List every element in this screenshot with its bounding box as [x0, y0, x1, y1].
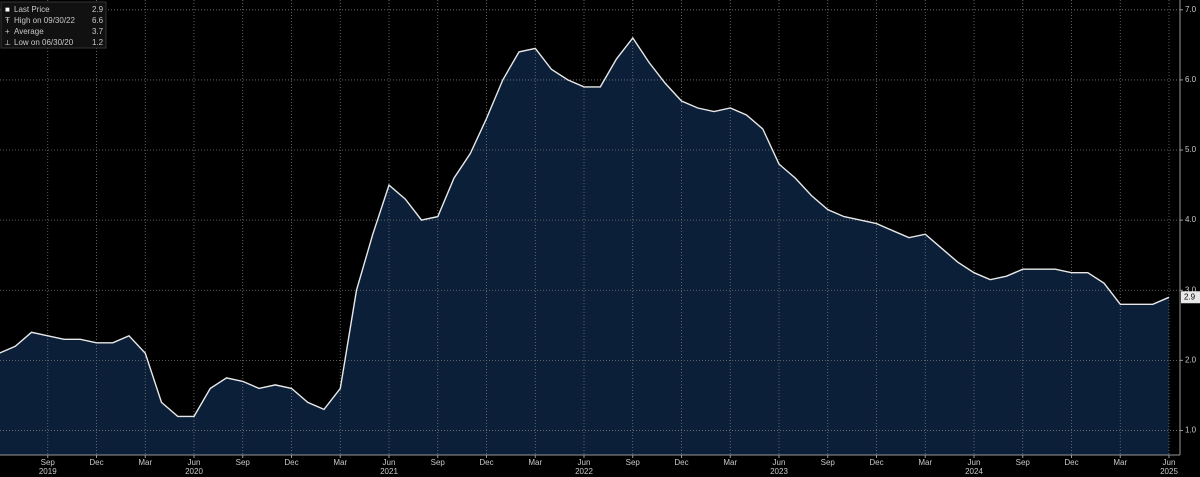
x-tick-label: Mar — [333, 458, 347, 467]
legend-label: Low on 06/30/20 — [14, 38, 74, 47]
y-tick-label: 7.0 — [1185, 5, 1197, 14]
x-tick-label: Jun — [383, 458, 396, 467]
x-tick-label: Mar — [528, 458, 542, 467]
y-tick-label: 5.0 — [1185, 145, 1197, 154]
x-tick-label: Mar — [1113, 458, 1127, 467]
x-tick-label: Mar — [918, 458, 932, 467]
legend-box — [0, 1, 107, 49]
x-tick-label: Sep — [626, 458, 641, 467]
legend-value: 6.6 — [92, 16, 104, 25]
legend-symbol: + — [5, 27, 10, 36]
legend-label: Last Price — [14, 5, 50, 14]
year-label: 2025 — [1160, 467, 1178, 476]
year-label: 2022 — [575, 467, 593, 476]
x-tick-label: Sep — [236, 458, 251, 467]
x-tick-label: Dec — [674, 458, 688, 467]
x-tick-label: Jun — [188, 458, 201, 467]
x-tick-label: Jun — [578, 458, 591, 467]
y-tick-label: 4.0 — [1185, 215, 1197, 224]
x-tick-label: Sep — [41, 458, 56, 467]
x-tick-label: Jun — [1163, 458, 1176, 467]
year-label: 2020 — [185, 467, 203, 476]
legend-value: 3.7 — [92, 27, 104, 36]
x-tick-label: Mar — [723, 458, 737, 467]
last-price-tag — [1181, 291, 1200, 304]
year-label: 2019 — [39, 467, 57, 476]
x-tick-label: Sep — [821, 458, 836, 467]
x-tick-label: Jun — [968, 458, 981, 467]
legend-symbol: Ŧ — [5, 16, 10, 25]
x-tick-label: Sep — [431, 458, 446, 467]
x-tick-label: Dec — [479, 458, 493, 467]
last-price-label: 2.9 — [1184, 292, 1196, 301]
legend-symbol: ⟂ — [5, 38, 11, 47]
year-label: 2021 — [380, 467, 398, 476]
y-tick-label: 6.0 — [1185, 75, 1197, 84]
x-tick-label: Mar — [138, 458, 152, 467]
line — [0, 36, 1170, 418]
y-tick-label: 3.0 — [1185, 285, 1197, 294]
x-tick-label: Dec — [89, 458, 103, 467]
area-fill — [0, 37, 1169, 455]
legend-value: 2.9 — [92, 5, 104, 14]
x-tick-label: Dec — [1064, 458, 1078, 467]
y-tick-label: 1.0 — [1185, 426, 1197, 435]
x-tick-label: Dec — [284, 458, 298, 467]
x-tick-label: Sep — [1016, 458, 1031, 467]
y-tick-label: 2.0 — [1185, 355, 1197, 364]
x-tick-label: Jun — [773, 458, 786, 467]
legend-label: High on 09/30/22 — [14, 16, 75, 25]
legend-label: Average — [14, 27, 44, 36]
year-label: 2023 — [770, 467, 788, 476]
year-label: 2024 — [965, 467, 983, 476]
legend-symbol: ■ — [5, 5, 10, 14]
legend-value: 1.2 — [92, 38, 104, 47]
x-tick-label: Dec — [869, 458, 883, 467]
